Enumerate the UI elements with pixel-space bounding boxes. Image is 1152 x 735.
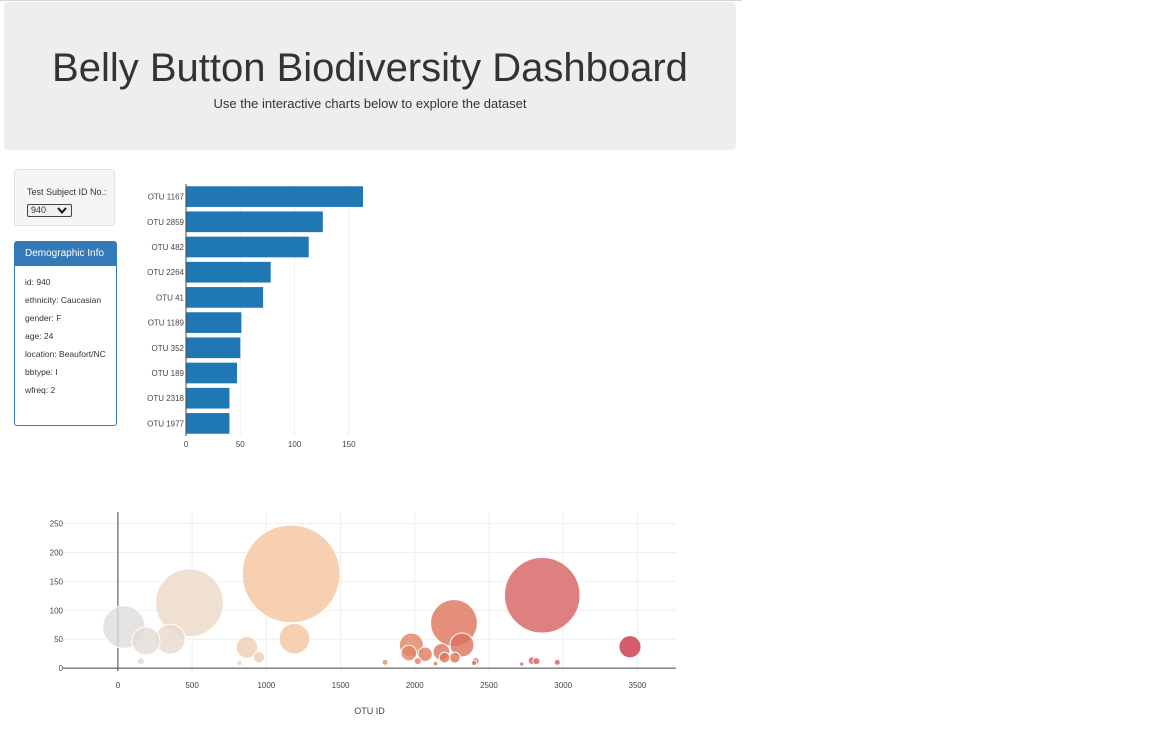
bubble-point [449,632,475,658]
bar-tick-label: OTU 1167 [148,193,185,202]
bubble-x-axis-title: OTU ID [354,706,385,716]
bubble-point [618,635,642,659]
bubble-point [241,524,341,624]
bubble-point [438,651,451,664]
bar [186,413,230,434]
bar-tick-label: OTU 352 [152,344,185,353]
bubble-y-tick-label: 150 [50,577,64,586]
bubble-x-tick-label: 1000 [257,681,275,690]
bubble-x-tick-label: 2500 [480,681,498,690]
demographic-location: location: Beaufort/NC [25,349,106,359]
subject-id-value: 940 [31,205,47,215]
bubble-point [432,660,439,667]
bar-tick-label: OTU 189 [152,369,185,378]
bar-tick-label: OTU 2318 [147,394,184,403]
bubble-y-tick-label: 50 [54,635,63,644]
subject-selector-label: Test Subject ID No.: [27,187,107,197]
bubble-y-tick-label: 0 [59,664,64,673]
bubble-point [381,658,389,666]
bar-x-tick-label: 150 [342,440,356,449]
bubble-x-tick-label: 500 [185,681,199,690]
bubble-x-tick-label: 0 [116,681,121,690]
demographic-info-body: id: 940 ethnicity: Caucasian gender: F a… [25,277,112,403]
bubble-point [417,646,433,662]
bar [186,236,309,258]
demographic-wfreq: wfreq: 2 [25,385,56,395]
subject-id-select[interactable]: 940 [27,204,72,217]
demographic-gender: gender: F [25,313,62,323]
bar-x-tick-label: 50 [236,440,245,449]
header-banner: Belly Button Biodiversity Dashboard Use … [4,2,736,150]
bar-tick-label: OTU 1189 [148,319,185,328]
chevron-down-icon [57,207,67,215]
demographic-info-panel: Demographic Info id: 940 ethnicity: Cauc… [14,241,117,426]
bar [186,312,242,333]
bar [186,387,230,409]
bar-x-tick-label: 100 [288,440,302,449]
bar-x-tick-label: 0 [184,440,189,449]
bubble-x-tick-label: 1500 [332,681,350,690]
bubble-point [448,651,461,664]
bar [186,261,271,283]
bar-tick-label: OTU 1977 [147,419,184,428]
bubble-point [518,661,525,667]
bar [186,337,241,359]
bar-tick-label: OTU 482 [152,243,185,252]
bubble-point [236,659,243,667]
top-divider [0,0,742,1]
bubble-point [252,650,266,664]
bar [186,186,363,207]
bubble-point [131,626,161,656]
bar [186,211,323,233]
bubble-y-tick-label: 100 [50,606,64,615]
page-title: Belly Button Biodiversity Dashboard [52,46,688,90]
demographic-id: id: 940 [25,277,51,287]
subject-selector-panel: Test Subject ID No.: 940 [14,169,115,226]
bubble-point [278,622,311,655]
bar-tick-label: OTU 2859 [147,218,184,227]
demographic-age: age: 24 [25,331,54,341]
bubble-point [136,657,146,666]
bar [186,362,238,384]
top-otu-bar-chart: OTU 1167 OTU 2859 OTU 482 OTU 2264 OTU 41 OTU… [147,184,363,449]
demographic-info-heading: Demographic Info [15,242,116,266]
bubble-point [532,657,541,666]
bubble-y-tick-label: 200 [50,548,64,557]
demographic-ethnicity: ethnicity: Caucasian [25,295,102,305]
bar-tick-label: OTU 2264 [147,268,184,277]
bubble-y-tick-label: 250 [50,520,64,529]
bubble-point [400,644,418,662]
page-subtitle: Use the interactive charts below to expl… [213,96,527,111]
bubble-x-tick-label: 2000 [406,681,424,690]
bubble-point [413,657,422,666]
bubble-point [470,659,478,667]
bubble-point [503,556,581,634]
bar [186,287,264,308]
bubble-x-tick-label: 3000 [554,681,572,690]
bubble-point [553,658,561,666]
bubble-x-tick-label: 3500 [629,681,647,690]
bubble-point [155,568,224,638]
bubble-point [235,635,259,659]
demographic-bbtype: bbtype: I [25,367,58,377]
bar-tick-label: OTU 41 [156,293,185,302]
